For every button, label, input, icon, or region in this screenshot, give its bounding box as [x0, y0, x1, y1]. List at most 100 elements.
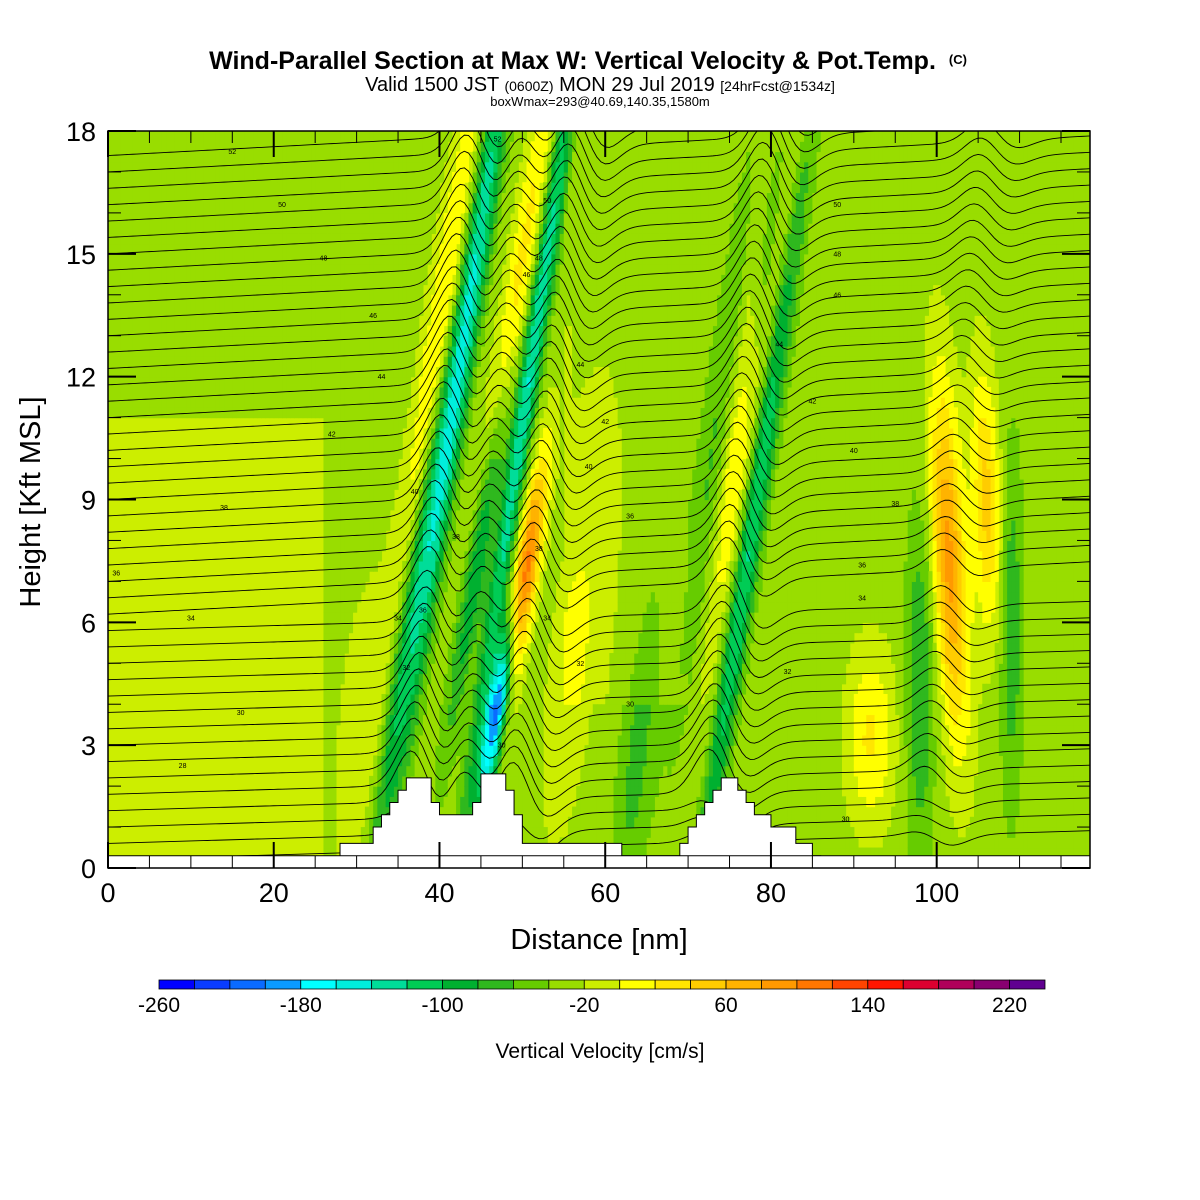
w-cell [427, 683, 432, 695]
w-cell [327, 601, 333, 613]
w-cell [551, 509, 557, 521]
w-cell [464, 151, 470, 163]
w-cell [559, 315, 565, 327]
w-cell [456, 427, 461, 439]
w-cell [551, 519, 557, 531]
w-cell [543, 479, 548, 490]
w-cell [145, 305, 151, 316]
w-cell [435, 704, 441, 716]
w-cell [489, 530, 494, 542]
w-cell [315, 356, 320, 368]
w-cell [402, 366, 407, 378]
w-cell [170, 141, 175, 153]
w-cell [340, 407, 345, 419]
w-cell [352, 131, 358, 142]
w-cell [311, 202, 316, 214]
w-cell [402, 131, 407, 142]
w-cell [505, 530, 511, 542]
w-cell [538, 734, 544, 746]
w-cell [364, 182, 370, 194]
w-cell [364, 274, 370, 286]
w-cell [108, 171, 113, 183]
w-cell [427, 223, 432, 234]
w-cell [472, 407, 478, 419]
w-cell [335, 458, 341, 470]
w-cell [377, 540, 383, 552]
w-cell [518, 233, 523, 245]
w-cell [410, 734, 416, 746]
w-cell [381, 407, 387, 419]
w-cell [563, 141, 569, 153]
w-cell [319, 223, 325, 234]
w-cell [472, 325, 478, 337]
w-cell [323, 284, 329, 296]
w-cell [402, 182, 407, 194]
w-cell [166, 131, 171, 142]
w-cell [282, 345, 287, 357]
w-cell [509, 253, 515, 265]
w-cell [555, 131, 561, 142]
w-cell [265, 264, 271, 275]
w-cell [534, 151, 540, 163]
w-cell [476, 253, 482, 265]
w-cell [427, 714, 432, 726]
w-cell [559, 397, 565, 408]
w-cell [418, 581, 424, 593]
w-cell [331, 366, 337, 378]
w-cell [319, 407, 325, 419]
w-cell [327, 427, 333, 439]
w-cell [166, 335, 171, 347]
w-cell [302, 407, 308, 419]
w-cell [497, 489, 503, 501]
w-cell [480, 438, 486, 449]
w-cell [514, 601, 519, 613]
w-cell [468, 141, 474, 153]
w-cell [356, 397, 362, 408]
w-cell [352, 356, 358, 368]
w-cell [489, 448, 494, 460]
w-cell [468, 305, 474, 316]
w-cell [543, 397, 548, 408]
w-cell [360, 448, 366, 460]
w-cell [174, 233, 180, 245]
w-cell [472, 704, 478, 716]
w-cell [257, 171, 262, 183]
w-cell [547, 315, 552, 327]
w-cell [186, 345, 192, 357]
w-cell [327, 806, 333, 818]
w-cell [290, 305, 296, 316]
w-cell [551, 202, 557, 214]
w-cell [120, 305, 126, 316]
w-cell [282, 356, 287, 368]
w-cell [352, 601, 358, 613]
w-cell [381, 489, 387, 501]
w-cell [232, 386, 238, 398]
w-cell [393, 366, 399, 378]
w-cell [369, 479, 374, 490]
w-cell [414, 724, 420, 736]
w-cell [472, 673, 478, 685]
w-cell [439, 366, 445, 378]
w-cell [489, 294, 494, 306]
w-cell [373, 755, 378, 767]
w-cell [547, 622, 552, 634]
w-cell [447, 356, 453, 368]
w-cell [112, 315, 117, 327]
w-cell [373, 550, 378, 562]
w-cell [538, 642, 544, 654]
w-cell [534, 745, 540, 757]
w-cell [290, 264, 296, 275]
w-cell [389, 305, 395, 316]
w-cell [298, 407, 304, 419]
w-cell [219, 233, 225, 245]
w-cell [145, 223, 151, 234]
w-cell [128, 274, 134, 286]
w-cell [331, 663, 337, 675]
w-cell [555, 489, 561, 501]
w-cell [414, 417, 420, 429]
w-cell [402, 305, 407, 316]
w-cell [497, 724, 503, 736]
w-cell [348, 182, 354, 194]
w-cell [174, 397, 180, 408]
w-cell [393, 642, 399, 654]
